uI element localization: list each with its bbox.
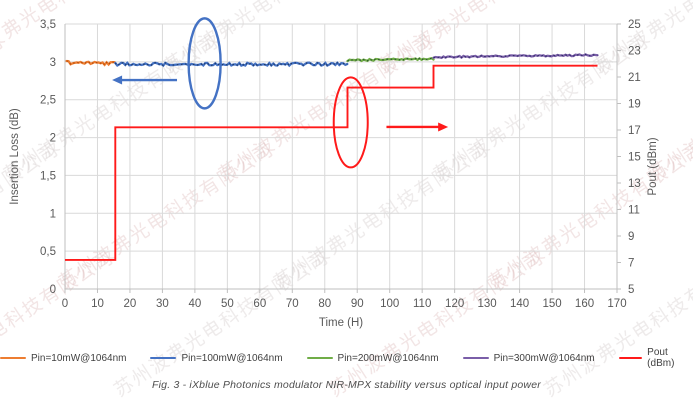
y-axis-right-title: Pout (dBm): [647, 137, 659, 195]
x-tick-label: 70: [286, 298, 299, 310]
y-right-tick-label: 7: [628, 258, 634, 270]
legend-label: Pin=200mW@1064nm: [337, 352, 439, 364]
legend-line-swatch: [306, 356, 333, 360]
legend-item: Pin=100mW@1064nm: [150, 352, 283, 364]
legend-item: Pin=200mW@1064nm: [306, 352, 439, 364]
y-left-tick-label: 3: [50, 57, 56, 69]
legend-item: Pin=10mW@1064nm: [0, 353, 126, 364]
x-tick-label: 140: [510, 298, 529, 310]
x-tick-label: 20: [124, 298, 137, 310]
y-left-tick-label: 0,5: [40, 246, 56, 258]
legend-label: Pout (dBm): [647, 347, 675, 369]
legend-line-swatch: [0, 356, 26, 360]
y-right-tick-label: 25: [628, 19, 641, 31]
y-right-tick-label: 21: [628, 72, 641, 84]
x-tick-label: 170: [607, 298, 626, 310]
red-ellipse-annotation: [332, 76, 369, 169]
y-right-tick-label: 11: [628, 205, 640, 217]
y-left-tick-label: 0: [50, 284, 56, 296]
series-pin-100mw-1064nm: [114, 61, 349, 68]
x-tick-label: 100: [380, 298, 399, 310]
y-left-tick-label: 3,5: [40, 19, 56, 31]
y-left-tick-label: 2: [50, 133, 56, 145]
legend-item: Pin=300mW@1064nm: [462, 352, 595, 364]
y-right-tick-label: 19: [628, 99, 641, 111]
x-tick-label: 160: [575, 298, 594, 310]
x-axis-title: Time (H): [319, 317, 363, 329]
figure-caption: Fig. 3 - iXblue Photonics modulator NIR-…: [152, 379, 541, 391]
x-tick-label: 40: [188, 298, 201, 310]
x-tick-label: 50: [221, 298, 234, 310]
x-tick-label: 30: [156, 298, 169, 310]
x-tick-label: 0: [62, 298, 68, 310]
legend-item: Pout (dBm): [618, 347, 693, 369]
legend-line-swatch: [150, 356, 177, 360]
y-right-tick-label: 23: [628, 46, 641, 58]
x-tick-label: 10: [91, 298, 104, 310]
series-pout-dbm: [65, 64, 598, 261]
y-left-tick-label: 1,5: [40, 170, 56, 182]
stability-chart: 0 10 20 30 40 50 60 70 80 90 100 110 120 130 140 150 160…: [9, 17, 659, 329]
y-axis-left-title: Insertion Loss (dB): [9, 108, 21, 205]
legend-line-swatch: [618, 356, 643, 360]
x-tick-label: 80: [318, 298, 331, 310]
x-tick-label: 90: [351, 298, 364, 310]
chart-legend: Pin=10mW@1064nm Pin=100mW@1064nm Pin=200mW…: [0, 347, 693, 369]
legend-label: Pin=100mW@1064nm: [181, 352, 283, 364]
blue-ellipse-annotation: [187, 17, 222, 110]
series-pin-300mw-1064nm-dots: [433, 53, 598, 59]
legend-label: Pin=300mW@1064nm: [493, 352, 595, 364]
series-pin-10mw-1064nm-dots: [66, 60, 115, 66]
y-left-tick-label: 1: [50, 208, 56, 220]
y-right-tick-label: 13: [628, 178, 641, 190]
y-right-tick-label: 5: [628, 284, 634, 296]
x-tick-label: 110: [413, 298, 431, 310]
series-pin-200mw-1064nm-dots: [347, 57, 434, 62]
legend-line-swatch: [462, 356, 489, 360]
x-tick-label: 60: [253, 298, 266, 310]
y-right-tick-label: 9: [628, 231, 634, 243]
x-tick-label: 120: [445, 298, 464, 310]
x-tick-label: 150: [542, 298, 561, 310]
y-right-tick-label: 15: [628, 152, 641, 164]
y-left-tick-label: 2,5: [40, 95, 56, 107]
red-right-arrow-annotation-head: [438, 122, 449, 132]
x-tick-label: 130: [478, 298, 497, 310]
blue-left-arrow-annotation-head: [112, 75, 123, 85]
y-right-tick-label: 17: [628, 125, 641, 137]
legend-label: Pin=10mW@1064nm: [31, 352, 127, 364]
